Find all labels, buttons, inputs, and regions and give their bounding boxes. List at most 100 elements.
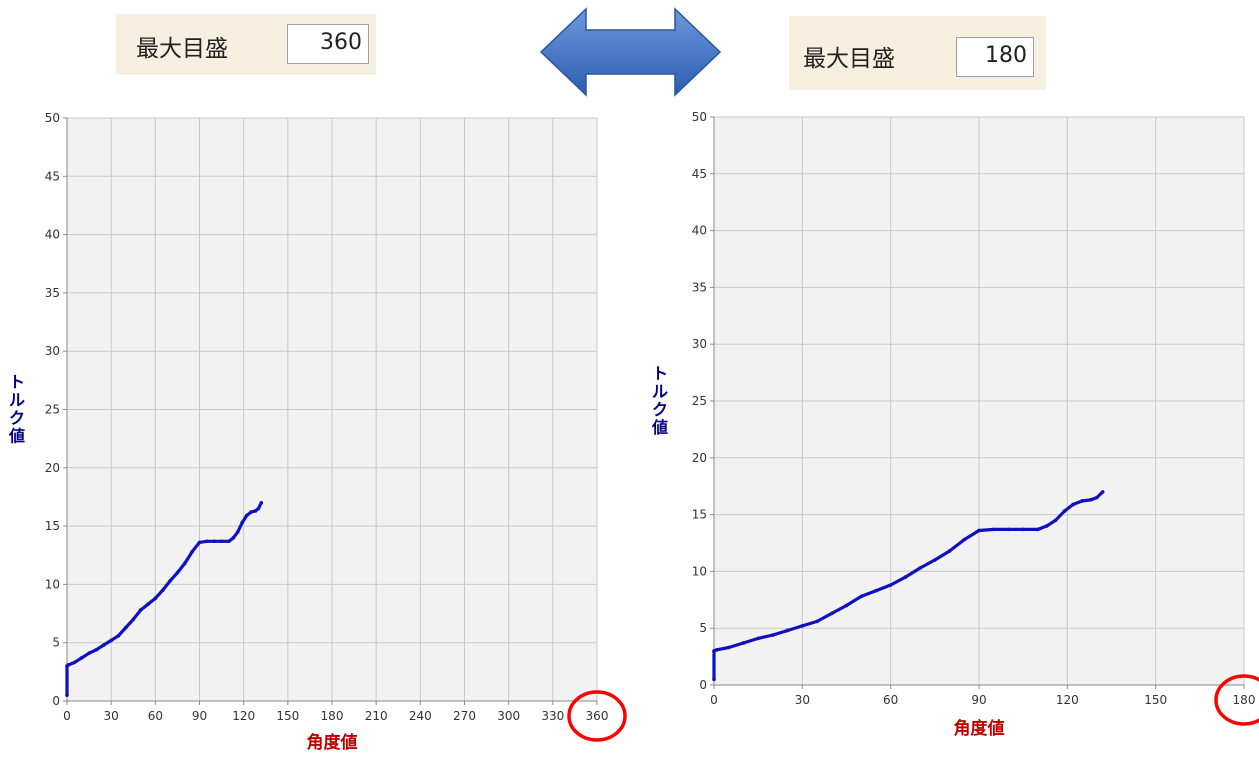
right-chart-series-point: [859, 594, 864, 599]
right-chart-series-point: [1006, 527, 1011, 532]
right-chart-series-point: [1080, 499, 1084, 503]
left-chart-series-point: [197, 540, 202, 545]
left-chart-x-tick-label: 0: [63, 709, 71, 723]
left-chart-x-tick-label: 30: [104, 709, 119, 723]
left-chart-series-point: [131, 617, 136, 622]
left-chart-x-tick-label: 180: [321, 709, 344, 723]
right-chart-series-point: [712, 649, 716, 653]
left-chart-y-tick-label: 45: [45, 169, 60, 183]
left-chart-series-point: [72, 660, 77, 665]
right-chart-series-point: [1036, 527, 1040, 532]
right-chart-series-point: [1021, 527, 1025, 532]
right-chart: 0 30 60 90 120 150 180 0 5 10 15 20 25 30 35 40 45 50 角度値 ト…: [651, 110, 1259, 739]
right-max-scale-panel: 最大目盛 180: [789, 16, 1046, 90]
left-chart-series-point: [160, 588, 165, 593]
left-chart-series-point: [240, 520, 244, 525]
right-chart-series-point: [977, 528, 981, 533]
left-chart-x-tick-label: 210: [365, 709, 388, 723]
right-chart-y-tick-label: 5: [699, 621, 707, 635]
double-arrow-icon: [539, 7, 722, 97]
left-chart-y-tick-label: 30: [45, 344, 60, 358]
right-max-scale-label: 最大目盛: [803, 46, 895, 72]
left-chart-y-tick-label: 40: [45, 228, 60, 242]
right-chart-x-tick-label: 60: [883, 693, 898, 707]
right-chart-series-point: [1044, 524, 1049, 528]
left-chart-series-point: [116, 633, 121, 638]
left-chart-x-tick-label: 360: [586, 709, 609, 723]
left-chart-series-point: [256, 506, 261, 511]
left-chart-x-axis-title: 角度値: [307, 732, 358, 753]
right-chart-series-point: [888, 583, 893, 587]
right-chart-series-point: [712, 677, 716, 682]
left-chart-series-point: [146, 602, 150, 607]
left-chart: 0 30 60 90 120 150 180 210 240 270 300 330 360 0 5 10 15…: [8, 111, 627, 753]
right-chart-y-tick-label: 0: [699, 678, 707, 692]
left-chart-series-point: [94, 647, 99, 652]
left-chart-y-tick-label: 25: [45, 403, 60, 417]
left-chart-series-point: [205, 539, 209, 544]
right-chart-series-point: [1071, 502, 1076, 507]
right-chart-y-tick-label: 25: [692, 394, 707, 408]
right-max-scale-input[interactable]: 180: [956, 37, 1034, 77]
right-chart-x-tick-label: 90: [971, 693, 986, 707]
right-chart-series-point: [1062, 509, 1067, 513]
right-chart-x-tick-label: 150: [1144, 693, 1167, 707]
right-chart-series-point: [918, 566, 922, 570]
right-chart-series-point: [741, 641, 746, 645]
right-chart-series-point: [1100, 490, 1105, 494]
right-chart-series-point: [715, 647, 719, 652]
right-chart-y-tick-label: 15: [692, 508, 707, 522]
left-chart-series-point: [235, 530, 240, 534]
left-chart-y-tick-label: 35: [45, 286, 60, 300]
left-chart-y-tick-label: 0: [52, 694, 60, 708]
left-chart-series-point: [79, 656, 84, 660]
left-chart-series-point: [227, 539, 231, 544]
right-chart-series-point: [800, 624, 805, 628]
right-chart-series-point: [1053, 518, 1058, 523]
left-chart-x-tick-label: 150: [276, 709, 299, 723]
right-chart-series-point: [962, 537, 967, 542]
right-chart-x-axis-title: 角度値: [954, 718, 1005, 739]
right-chart-series-point: [933, 558, 937, 562]
right-chart-series-point: [1094, 495, 1099, 500]
left-chart-series-point: [124, 625, 128, 630]
right-chart-y-tick-label: 45: [692, 167, 707, 181]
left-chart-series-point: [65, 693, 69, 697]
left-max-scale-input[interactable]: 360: [287, 24, 369, 64]
right-chart-series-point: [815, 619, 819, 624]
left-chart-series-point: [168, 579, 172, 583]
left-chart-series-point: [87, 651, 91, 655]
left-chart-x-tick-label: 60: [148, 709, 163, 723]
left-chart-series-point: [66, 663, 71, 667]
left-chart-y-tick-label: 50: [45, 111, 60, 125]
left-max-scale-label: 最大目盛: [136, 36, 228, 62]
right-chart-series-point: [874, 588, 878, 593]
left-chart-series-point: [259, 500, 264, 505]
left-chart-y-tick-label: 15: [45, 519, 60, 533]
left-chart-series-point: [153, 596, 158, 601]
right-chart-y-tick-label: 35: [692, 280, 707, 294]
right-chart-series-point: [947, 549, 952, 553]
left-chart-x-tick-label: 240: [409, 709, 432, 723]
right-chart-series-point: [991, 527, 996, 532]
left-chart-series-point: [249, 510, 253, 514]
right-chart-series-point: [1089, 498, 1093, 502]
left-chart-series-point: [244, 513, 249, 518]
right-chart-y-tick-label: 50: [692, 110, 707, 124]
left-chart-series-point: [253, 509, 258, 513]
right-chart-series-point: [785, 628, 790, 633]
left-chart-x-tick-label: 270: [453, 709, 476, 723]
left-chart-x-tick-label: 120: [232, 709, 255, 723]
left-chart-y-axis-title: トルク値: [8, 373, 25, 446]
right-chart-series-point: [726, 645, 731, 650]
right-chart-y-tick-label: 10: [692, 564, 707, 578]
left-chart-x-tick-label: 330: [541, 709, 564, 723]
left-chart-series-point: [231, 535, 236, 540]
left-chart-series-point: [190, 549, 194, 554]
left-chart-y-tick-label: 10: [45, 577, 60, 591]
left-chart-series-point: [219, 539, 224, 544]
left-chart-series-point: [212, 539, 217, 544]
right-chart-series-point: [844, 603, 849, 608]
